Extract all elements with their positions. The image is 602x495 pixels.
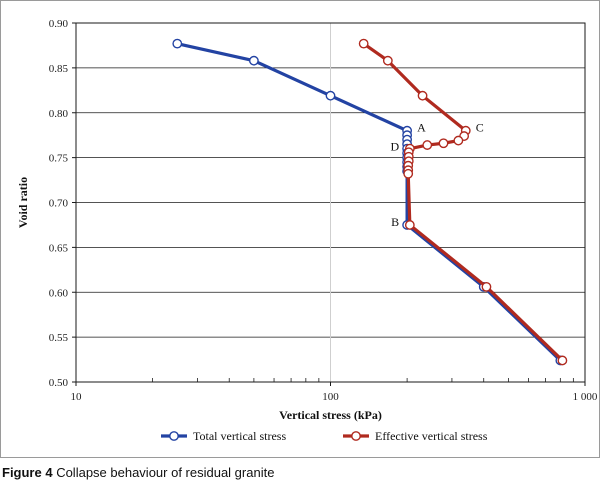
x-tick-label: 10 — [71, 391, 83, 403]
y-tick-label: 0.50 — [49, 377, 69, 389]
x-axis-label: Vertical stress (kPa) — [279, 408, 382, 422]
y-tick-label: 0.65 — [49, 242, 69, 254]
legend-swatch-marker — [351, 431, 361, 441]
y-axis-label: Void ratio — [16, 177, 30, 228]
legend-label: Total vertical stress — [193, 429, 286, 443]
chart-frame: 10 100 1 000 0.50 0.55 0.60 0.65 0.70 0.75 0.80 0.… — [0, 0, 600, 458]
data-point — [438, 138, 449, 149]
data-point — [403, 168, 414, 179]
y-tick-label: 0.85 — [49, 63, 69, 75]
y-tick-label: 0.80 — [49, 108, 69, 120]
figure-caption: Figure 4 Collapse behaviour of residual … — [2, 465, 274, 480]
data-point — [422, 140, 433, 150]
y-tick-label: 0.90 — [49, 18, 69, 30]
y-tick-label: 0.55 — [49, 332, 69, 344]
chart-svg: 10 100 1 000 0.50 0.55 0.60 0.65 0.70 0.75 0.80 0.… — [16, 18, 598, 443]
legend-label: Effective vertical stress — [375, 429, 488, 443]
legend-swatch-marker — [169, 431, 179, 441]
data-point — [382, 55, 393, 66]
y-tick-label: 0.70 — [49, 198, 69, 210]
data-point — [325, 90, 336, 101]
point-annotation-D: D — [390, 140, 399, 154]
data-point — [417, 90, 428, 101]
series-total-vertical-stress — [172, 38, 566, 366]
data-point — [404, 220, 415, 230]
data-point — [358, 38, 369, 49]
data-point — [172, 38, 183, 49]
figure-number: Figure 4 — [2, 465, 53, 480]
data-point — [481, 281, 492, 292]
y-tick-label: 0.60 — [49, 287, 69, 299]
point-annotation-C: C — [476, 121, 484, 135]
figure-caption-text: Collapse behaviour of residual granite — [52, 465, 275, 480]
y-tick-label: 0.75 — [49, 153, 69, 165]
point-annotation-B: B — [391, 215, 399, 229]
legend-item: Total vertical stress — [161, 429, 286, 443]
x-tick-label: 100 — [322, 391, 339, 403]
x-tick-label: 1 000 — [573, 391, 598, 403]
legend-item: Effective vertical stress — [343, 429, 488, 443]
series-line — [175, 42, 562, 363]
series-effective-vertical-stress — [358, 38, 568, 366]
data-point — [557, 355, 568, 366]
data-point — [248, 55, 259, 66]
series-line — [362, 42, 564, 363]
point-annotation-A: A — [417, 121, 426, 135]
data-point — [453, 135, 464, 146]
